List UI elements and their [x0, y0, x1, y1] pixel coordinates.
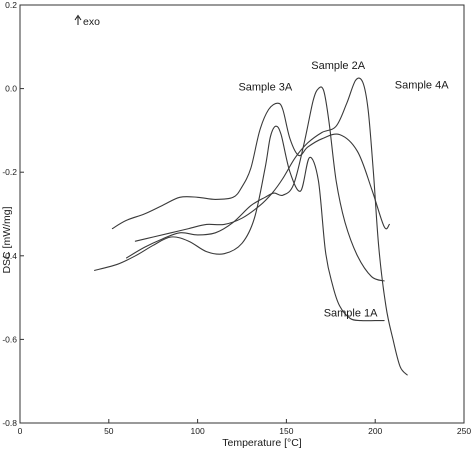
series-line-sample-2a — [126, 86, 385, 282]
series-line-sample-1a — [94, 125, 385, 322]
y-tick-label: -0.8 — [2, 418, 17, 428]
series-line-sample-4a — [134, 77, 408, 376]
y-axis-label: DSC [mW/mg] — [1, 206, 13, 273]
x-tick-label: 200 — [368, 426, 382, 436]
exo-arrowhead-icon — [74, 14, 82, 21]
y-tick-label: 0.2 — [5, 0, 17, 10]
exo-annotation: exo — [74, 14, 100, 28]
y-tick-label: -0.2 — [2, 167, 17, 177]
exo-label: exo — [83, 16, 100, 28]
axis-ticks — [19, 4, 465, 424]
series-label-sample-3a: Sample 3A — [238, 82, 292, 94]
series-label-sample-4a: Sample 4A — [395, 80, 449, 92]
y-tick-label: 0.0 — [5, 84, 17, 94]
series-curves — [94, 77, 408, 376]
series-label-sample-1a: Sample 1A — [324, 307, 378, 319]
x-tick-label: 150 — [279, 426, 293, 436]
x-axis-label: Temperature [°C] — [222, 437, 302, 449]
y-tick-label: -0.6 — [2, 334, 17, 344]
series-labels: Sample 3A Sample 2A Sample 4A Sample 1A — [238, 60, 449, 319]
x-tick-label: 100 — [191, 426, 205, 436]
x-tick-label: 50 — [104, 426, 114, 436]
series-label-sample-2a: Sample 2A — [311, 60, 365, 72]
plot-frame — [19, 4, 465, 424]
y-tick-label: -0.4 — [2, 251, 17, 261]
x-tick-label: 0 — [18, 426, 23, 436]
axis-tick-labels: 0 50 100 150 200 250 -0.8 -0.6 -0.4 -0.2 0.0 0.2 — [2, 0, 471, 436]
x-tick-label: 250 — [457, 426, 471, 436]
series-line-sample-3a — [111, 102, 390, 230]
